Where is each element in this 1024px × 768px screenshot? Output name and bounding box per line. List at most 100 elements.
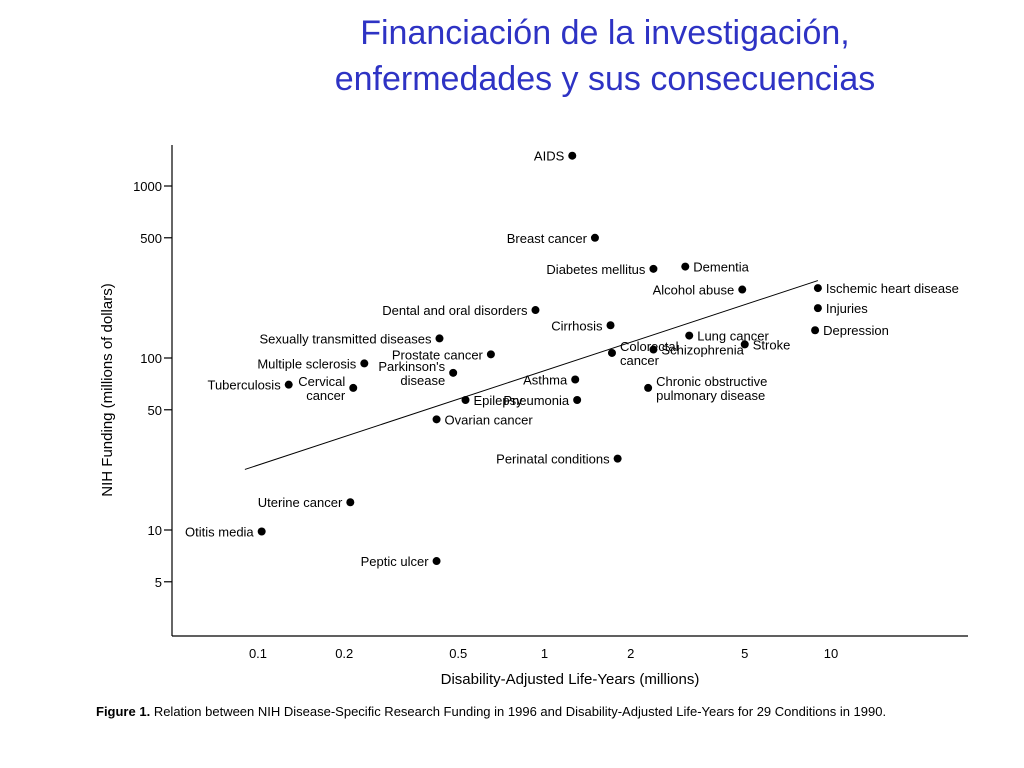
figure-caption-label: Figure 1. — [96, 704, 151, 719]
data-point-label: Dementia — [693, 260, 749, 275]
data-point-label-line: Depression — [823, 323, 889, 338]
y-tick-label: 5 — [155, 575, 162, 590]
data-point-label-line: Multiple sclerosis — [257, 356, 356, 371]
data-point-label-line: Alcohol abuse — [653, 283, 735, 298]
data-point — [813, 304, 822, 313]
data-point-label: Stroke — [753, 337, 791, 352]
x-axis-label: Disability-Adjusted Life-Years (millions… — [441, 671, 700, 688]
y-tick-label: 100 — [140, 351, 162, 366]
data-point-label: Epilepsy — [474, 393, 524, 408]
data-point-label-line: Epilepsy — [474, 393, 524, 408]
data-point — [573, 395, 582, 404]
data-point — [740, 340, 749, 349]
y-tick-label: 10 — [148, 523, 162, 538]
x-tick-label: 10 — [824, 646, 838, 661]
data-point-label: Breast cancer — [507, 231, 588, 246]
data-point-label: Otitis media — [185, 525, 254, 540]
data-point-label: Uterine cancer — [258, 495, 343, 510]
data-point — [360, 359, 369, 368]
data-point-label-line: Diabetes mellitus — [546, 262, 645, 277]
data-point-label-line: Prostate cancer — [392, 347, 484, 362]
data-point-label-line: Chronic obstructive — [656, 374, 767, 389]
data-point-label-line: Cervical — [298, 374, 345, 389]
data-point — [811, 326, 820, 335]
data-point — [607, 348, 616, 357]
trend-line — [244, 280, 819, 470]
data-point-label-line: Injuries — [826, 301, 868, 316]
data-point-label-line: Lung cancer — [697, 329, 769, 344]
data-point-label: AIDS — [534, 149, 565, 164]
data-point-label-line: AIDS — [534, 149, 565, 164]
y-tick-label: 50 — [148, 403, 162, 418]
data-point-label: Perinatal conditions — [496, 452, 610, 467]
data-point-label: Sexually transmitted diseases — [260, 331, 432, 346]
data-point-label-line: Ischemic heart disease — [826, 281, 959, 296]
data-point-label-line: Stroke — [753, 337, 791, 352]
data-point-label: Prostate cancer — [392, 347, 484, 362]
data-point — [644, 383, 653, 392]
data-point-label: Alcohol abuse — [653, 283, 735, 298]
data-point-label: Cirrhosis — [551, 318, 603, 333]
chart-axes: 5 10 50 100 500 1000 0.1 0.2 0.5 1 2 5 10 — [133, 145, 968, 661]
data-point — [531, 306, 540, 315]
data-point-label: Lung cancer — [697, 329, 769, 344]
data-point — [606, 321, 615, 330]
data-point-label: Injuries — [826, 301, 868, 316]
data-point — [649, 264, 658, 273]
y-tick-label: 1000 — [133, 179, 162, 194]
data-point-label-line: Perinatal conditions — [496, 452, 610, 467]
data-point — [738, 285, 747, 294]
data-point-label-line: Dental and oral disorders — [382, 303, 528, 318]
slide-title: Financiación de la investigación, enferm… — [0, 10, 1024, 102]
y-axis-label: NIH Funding (millions of dollars) — [99, 283, 116, 496]
data-point-label-line: Schizophrenia — [661, 343, 744, 358]
data-point-label: Tuberculosis — [207, 378, 281, 393]
data-point-label-line: Uterine cancer — [258, 495, 343, 510]
x-tick-label: 0.2 — [335, 646, 353, 661]
slide-title-line2: enfermedades y sus consecuencias — [334, 60, 876, 98]
figure-caption-text: Relation between NIH Disease-Specific Re… — [153, 704, 887, 719]
data-point-label-line: Parkinson's — [378, 359, 445, 374]
data-point — [649, 345, 658, 354]
data-point-label-line: disease — [400, 373, 445, 388]
data-point-label: Asthma — [523, 372, 568, 387]
data-point-label: Ovarian cancer — [445, 412, 534, 427]
data-point-label: Dental and oral disorders — [382, 303, 528, 318]
data-point-label: Ischemic heart disease — [826, 281, 959, 296]
data-point — [590, 233, 599, 242]
data-point — [435, 334, 444, 343]
figure-caption: Figure 1. Relation between NIH Disease-S… — [96, 703, 971, 720]
y-tick-label: 500 — [140, 231, 162, 246]
data-point — [349, 383, 358, 392]
data-point — [486, 350, 495, 359]
data-point-label: Multiple sclerosis — [257, 356, 356, 371]
data-point-label-line: Otitis media — [185, 525, 254, 540]
x-tick-label: 5 — [741, 646, 748, 661]
data-points: AIDS Breast cancer Diabetes mellitus Dement… — [185, 149, 959, 569]
data-point — [813, 284, 822, 293]
data-point-label-line: Cirrhosis — [551, 318, 603, 333]
data-point-label-line: Peptic ulcer — [361, 554, 430, 569]
data-point — [449, 368, 458, 377]
x-tick-label: 0.1 — [249, 646, 267, 661]
data-point-label-line: Pneumonia — [503, 393, 570, 408]
data-point-label-line: cancer — [620, 353, 660, 368]
data-point-label-line: Tuberculosis — [207, 378, 281, 393]
x-tick-label: 1 — [541, 646, 548, 661]
data-point-label: Pneumonia — [503, 393, 570, 408]
data-point-label-line: cancer — [306, 388, 346, 403]
slide-title-line1: Financiación de la investigación, — [360, 14, 850, 52]
data-point-label-line: Asthma — [523, 372, 568, 387]
data-point-label: Chronic obstructive pulmonary disease — [656, 374, 767, 403]
data-point — [685, 331, 694, 340]
data-point-label: Parkinson's disease — [378, 359, 445, 388]
data-point-label-line: Dementia — [693, 260, 749, 275]
data-point-label-line: Ovarian cancer — [445, 412, 534, 427]
x-tick-label: 2 — [627, 646, 634, 661]
data-point-label-line: Breast cancer — [507, 231, 588, 246]
data-point — [571, 375, 580, 384]
data-point — [681, 262, 690, 271]
data-point-label: Diabetes mellitus — [546, 262, 645, 277]
data-point — [461, 395, 470, 404]
